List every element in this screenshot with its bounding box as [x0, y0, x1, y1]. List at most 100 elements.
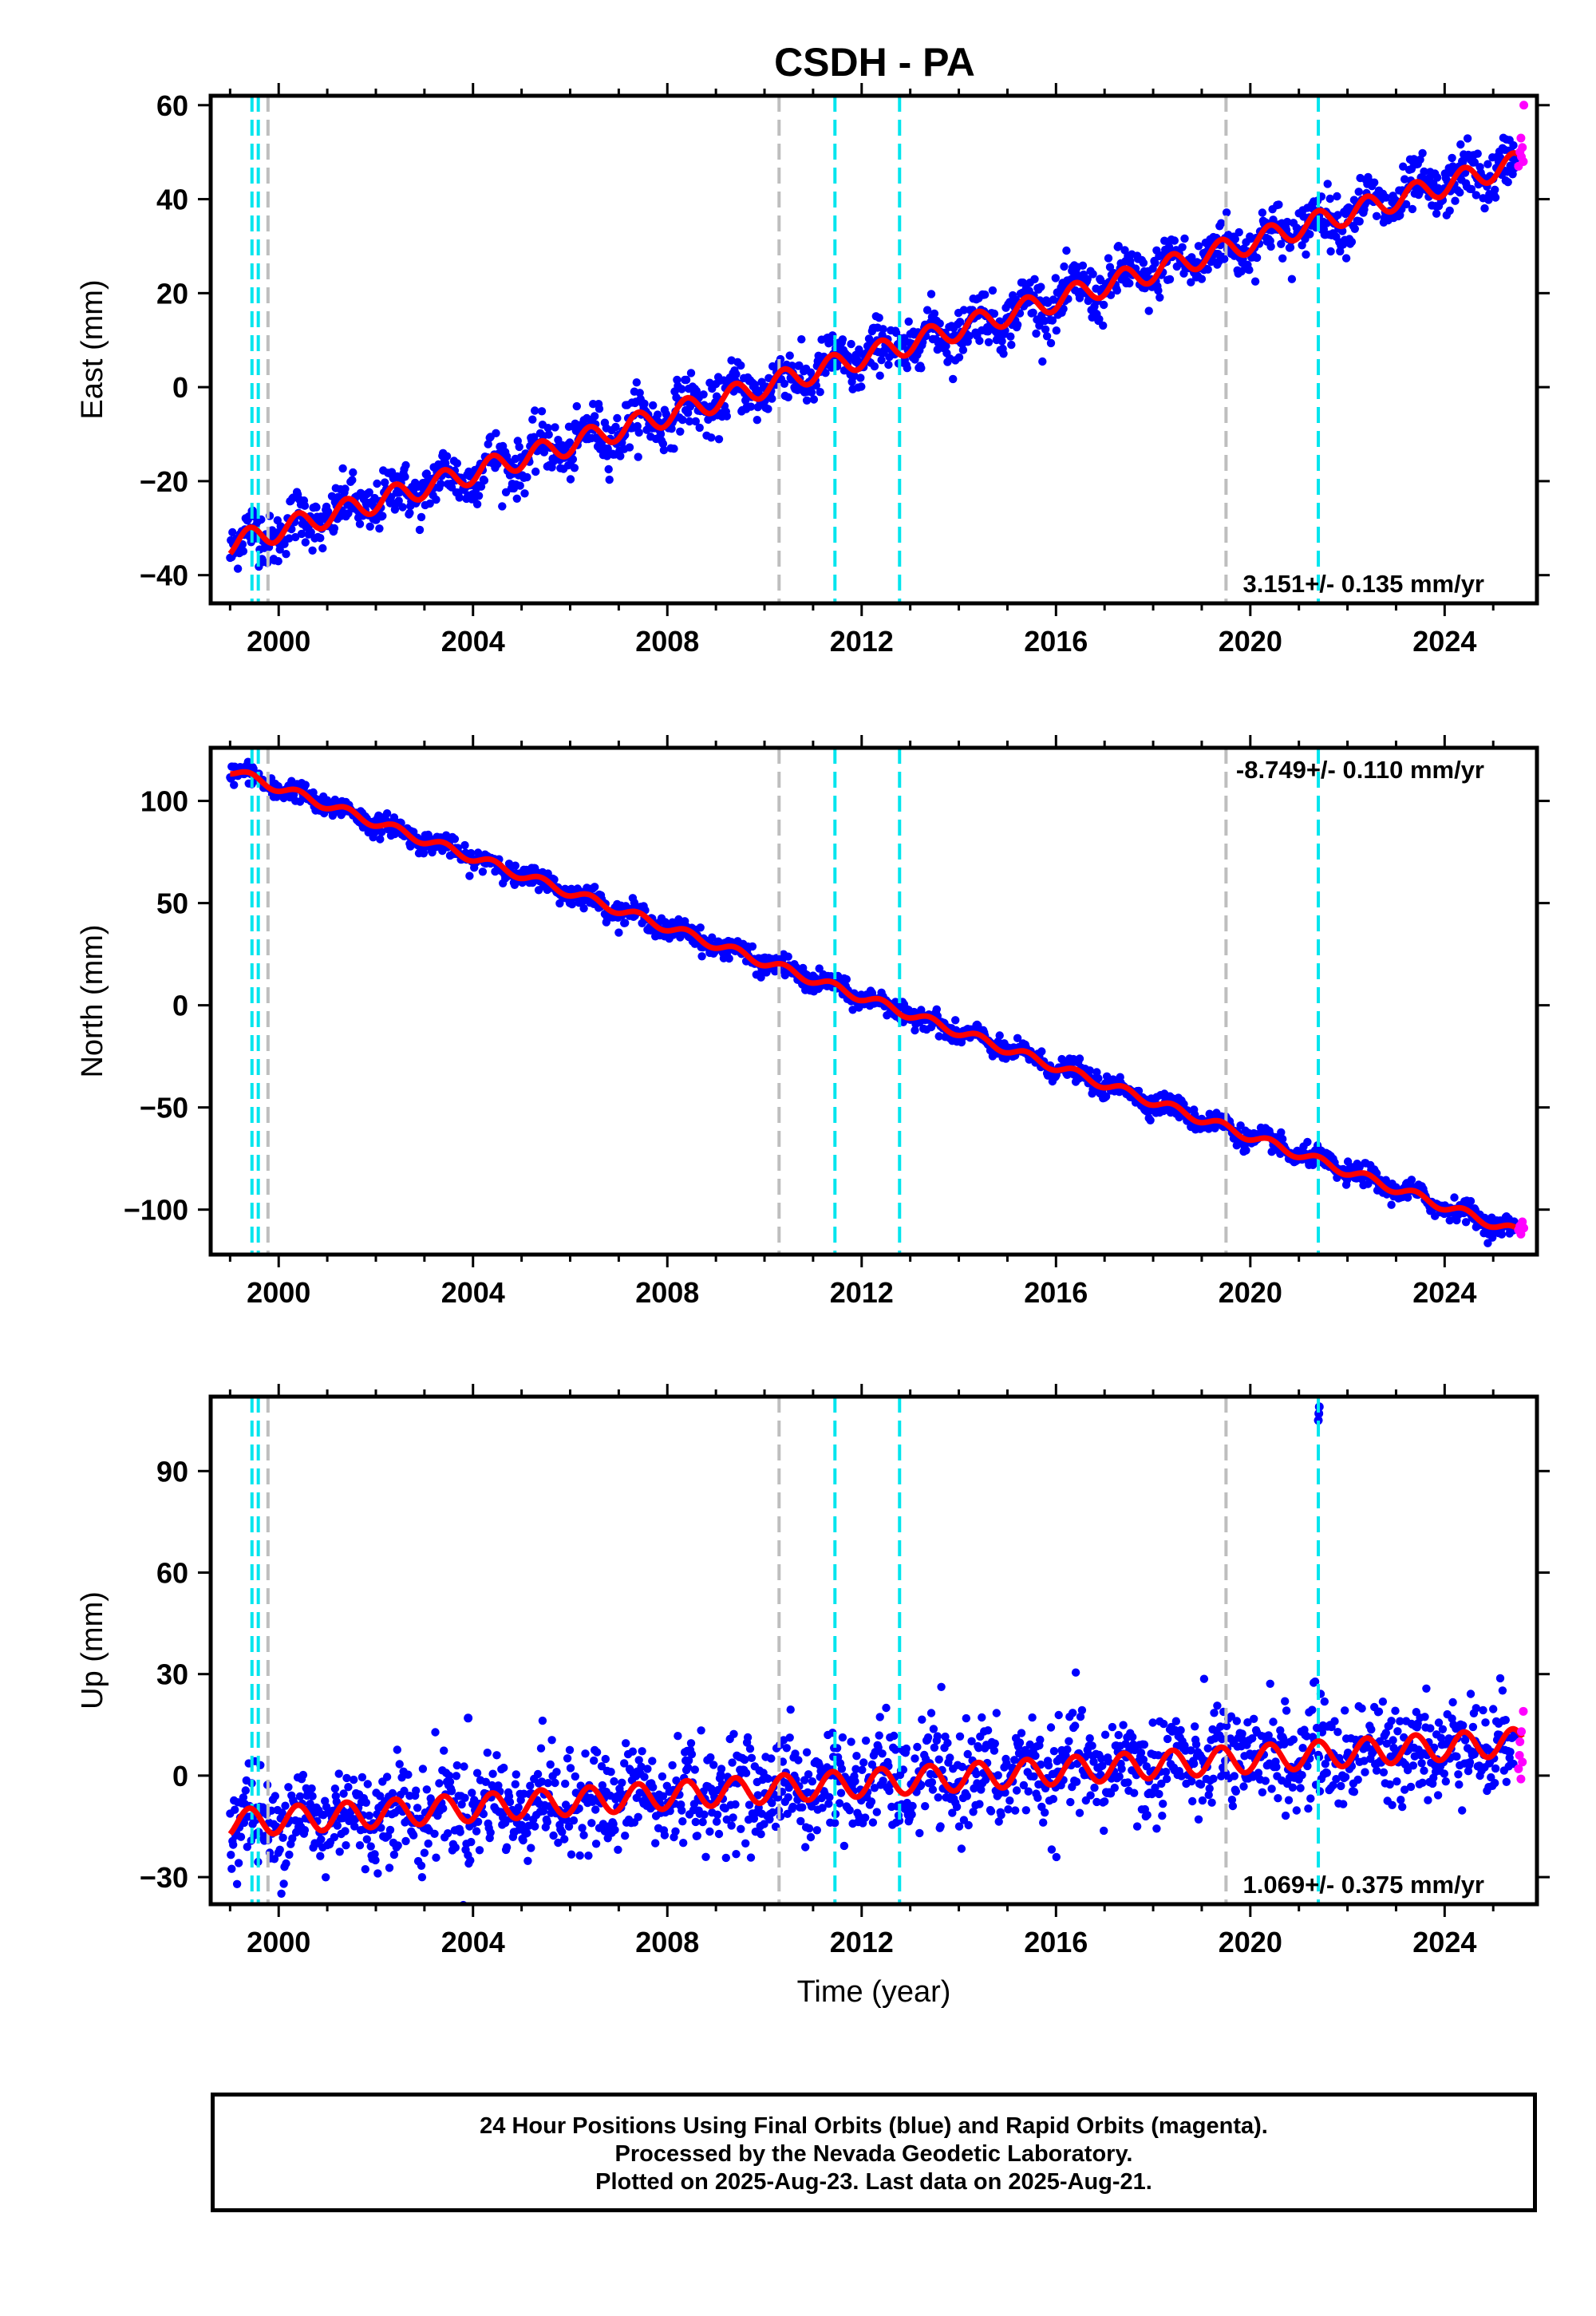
final-orbit-point: [651, 1839, 660, 1848]
final-orbit-point: [1124, 1778, 1132, 1787]
final-orbit-point: [483, 1749, 492, 1757]
final-orbit-point: [692, 386, 701, 395]
final-orbit-point: [1005, 1796, 1014, 1805]
final-orbit-point: [1159, 1800, 1167, 1808]
final-orbit-point: [852, 1752, 861, 1761]
final-orbit-point: [579, 1831, 588, 1840]
final-orbit-point: [847, 1737, 855, 1746]
final-orbit-point: [1098, 1761, 1107, 1770]
final-orbit-point: [1242, 1146, 1250, 1155]
final-orbit-point: [1298, 241, 1306, 250]
final-orbit-point: [672, 1776, 681, 1785]
final-orbit-point: [1370, 178, 1379, 187]
final-orbit-point: [1322, 219, 1332, 227]
final-orbit-point: [1114, 242, 1123, 251]
final-orbit-point: [1198, 1796, 1207, 1805]
final-orbit-point: [579, 904, 588, 913]
final-orbit-point: [649, 1783, 658, 1792]
final-orbit-point: [543, 1779, 552, 1788]
final-orbit-point: [1089, 1757, 1098, 1766]
final-orbit-point: [1146, 1116, 1155, 1125]
final-orbit-point: [371, 1856, 380, 1865]
final-orbit-point: [709, 1761, 718, 1769]
final-orbit-point: [1054, 1710, 1063, 1720]
final-orbit-point: [1463, 134, 1472, 143]
final-orbit-point: [1204, 1790, 1213, 1800]
final-orbit-point: [999, 350, 1008, 358]
final-orbit-point: [366, 1842, 375, 1851]
final-orbit-point: [684, 1756, 693, 1765]
final-orbit-point: [1248, 1734, 1257, 1743]
final-orbit-point: [712, 1817, 721, 1826]
final-orbit-point: [460, 1762, 468, 1771]
final-orbit-point: [831, 1819, 839, 1828]
chart-title: CSDH - PA: [774, 40, 975, 85]
final-orbit-point: [1143, 1811, 1152, 1820]
final-orbit-point: [1321, 1760, 1330, 1769]
north-final-orbit-points: [226, 757, 1519, 1247]
final-orbit-point: [1062, 246, 1071, 255]
final-orbit-point: [531, 1822, 539, 1831]
final-orbit-point: [282, 550, 290, 559]
final-orbit-point: [467, 1837, 476, 1847]
final-orbit-point: [727, 1821, 736, 1830]
final-orbit-point: [1033, 1793, 1042, 1802]
final-orbit-point: [847, 339, 855, 349]
final-orbit-point: [322, 1873, 330, 1882]
final-orbit-point: [785, 1733, 794, 1742]
final-orbit-point: [986, 1807, 996, 1816]
final-orbit-point: [478, 868, 488, 876]
final-orbit-point: [714, 1829, 724, 1839]
final-orbit-point: [621, 919, 630, 927]
final-orbit-point: [1188, 1796, 1197, 1806]
final-orbit-point: [725, 954, 733, 963]
final-orbit-point: [649, 401, 658, 410]
final-orbit-point: [731, 1800, 740, 1809]
final-orbit-point: [676, 427, 685, 436]
final-orbit-point: [1213, 1701, 1222, 1710]
final-orbit-point: [316, 534, 325, 543]
final-orbit-point: [691, 1817, 700, 1827]
final-orbit-point: [746, 1853, 756, 1862]
final-orbit-point: [488, 1769, 497, 1778]
final-orbit-point: [393, 1745, 401, 1754]
final-orbit-point: [382, 1773, 392, 1781]
final-orbit-point: [1341, 254, 1351, 263]
final-orbit-point: [753, 1791, 762, 1800]
final-orbit-point: [1044, 1761, 1053, 1770]
final-orbit-point: [729, 1729, 738, 1738]
final-orbit-point: [275, 1845, 284, 1854]
final-orbit-point: [1341, 1706, 1349, 1715]
final-orbit-point: [569, 1816, 579, 1825]
final-orbit-point: [870, 1784, 879, 1792]
final-orbit-point: [1483, 160, 1492, 168]
final-orbit-point: [412, 1786, 421, 1795]
final-orbit-point: [1333, 192, 1341, 201]
final-orbit-point: [432, 1853, 440, 1862]
final-orbit-point: [587, 1819, 596, 1828]
final-orbit-point: [1156, 293, 1164, 302]
final-orbit-point: [566, 475, 575, 484]
final-orbit-point: [656, 429, 666, 439]
final-orbit-point: [721, 1853, 730, 1863]
final-orbit-point: [517, 1820, 526, 1829]
final-orbit-point: [807, 388, 816, 397]
final-orbit-point: [1258, 1788, 1267, 1796]
final-orbit-point: [1232, 1717, 1242, 1725]
final-orbit-point: [728, 1758, 737, 1767]
final-orbit-point: [1021, 1806, 1031, 1815]
final-orbit-point: [1325, 194, 1334, 204]
final-orbit-point: [1284, 1796, 1294, 1804]
final-orbit-point: [671, 1827, 680, 1836]
final-orbit-point: [1416, 155, 1424, 164]
final-orbit-point: [348, 476, 357, 484]
final-orbit-point: [440, 1746, 448, 1755]
final-orbit-point: [1010, 1756, 1019, 1765]
final-orbit-point: [610, 1777, 618, 1786]
final-orbit-point: [1021, 1745, 1030, 1755]
final-orbit-point: [801, 1843, 810, 1852]
final-orbit-point: [1104, 254, 1113, 263]
final-orbit-point: [1159, 1719, 1168, 1729]
final-orbit-point: [243, 1843, 251, 1852]
y-tick-label: 40: [156, 184, 188, 216]
